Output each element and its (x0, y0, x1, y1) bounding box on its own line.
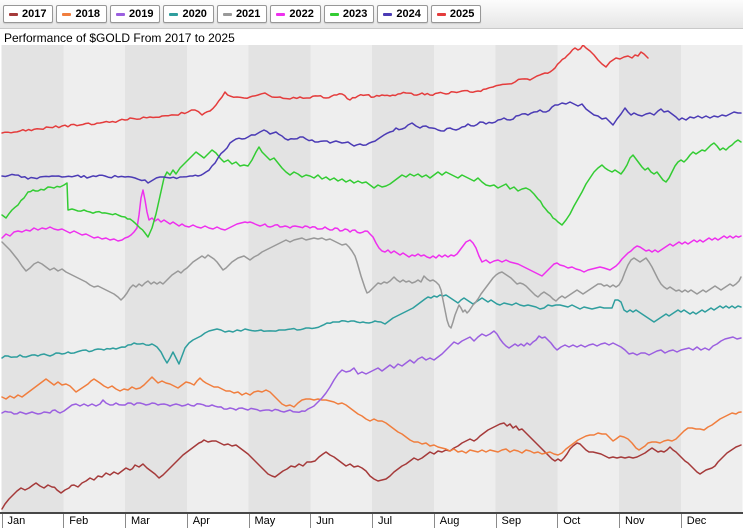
month-label-jun: Jun (316, 515, 334, 527)
legend-year-button-2025[interactable]: 2025 (430, 5, 482, 23)
legend-color-dash-icon (436, 12, 446, 16)
month-band-mar (125, 45, 187, 512)
legend-year-button-2020[interactable]: 2020 (163, 5, 214, 23)
month-band-jul (372, 45, 434, 512)
month-label-feb: Feb (69, 515, 89, 527)
month-tick (63, 514, 65, 528)
legend-color-dash-icon (115, 12, 125, 16)
series-line-2024 (1, 101, 742, 184)
legend-year-button-2024[interactable]: 2024 (377, 5, 428, 23)
series-line-2018 (1, 376, 742, 456)
month-band-jun (310, 45, 372, 512)
legend-year-label: 2022 (289, 8, 314, 20)
month-band-nov (619, 45, 681, 512)
series-line-2017 (1, 422, 742, 510)
legend-toolbar: 2017 2018 2019 2020 2021 2022 2023 2024 2025 (0, 0, 743, 29)
legend-color-dash-icon (383, 12, 393, 16)
legend-year-button-2022[interactable]: 2022 (270, 5, 321, 23)
series-line-2025 (1, 45, 649, 134)
month-tick (680, 514, 682, 528)
legend-color-dash-icon (169, 12, 179, 16)
month-label-dec: Dec (686, 515, 707, 527)
legend-year-label: 2023 (342, 8, 368, 20)
chart-title: Performance of $GOLD From 2017 to 2025 (0, 29, 743, 45)
month-band-apr (186, 45, 249, 512)
month-band-dec (680, 45, 743, 512)
month-label-nov: Nov (625, 515, 645, 527)
legend-year-button-2017[interactable]: 2017 (3, 5, 54, 23)
legend-color-dash-icon (276, 12, 286, 16)
month-tick (619, 514, 620, 528)
month-tick (372, 514, 373, 528)
month-label-aug: Aug (439, 515, 460, 527)
legend-year-button-2018[interactable]: 2018 (56, 5, 107, 23)
series-line-2023 (1, 139, 742, 238)
month-band-feb (63, 45, 125, 512)
legend-year-label: 2024 (396, 8, 421, 20)
legend-year-button-2023[interactable]: 2023 (323, 5, 375, 23)
legend-year-label: 2017 (22, 8, 47, 20)
legend-year-label: 2018 (75, 8, 100, 20)
legend-year-button-2021[interactable]: 2021 (216, 5, 268, 23)
legend-color-dash-icon (62, 12, 72, 16)
series-line-2020 (1, 294, 742, 365)
legend-color-dash-icon (329, 12, 339, 16)
month-label-mar: Mar (131, 515, 150, 527)
legend-color-dash-icon (222, 12, 232, 16)
month-label-may: May (254, 515, 276, 527)
month-band-oct (557, 45, 619, 512)
month-tick (248, 514, 250, 528)
performance-chart (1, 45, 743, 512)
legend-year-label: 2025 (449, 8, 475, 20)
month-label-sep: Sep (501, 515, 522, 527)
chart-plot-area (0, 45, 743, 512)
month-label-jan: Jan (7, 515, 26, 527)
month-tick (1, 514, 3, 528)
month-label-oct: Oct (563, 515, 581, 527)
legend-year-label: 2020 (182, 8, 207, 20)
month-label-apr: Apr (192, 515, 210, 527)
month-tick (310, 514, 312, 528)
month-band-may (248, 45, 311, 512)
month-tick (125, 514, 126, 528)
month-label-jul: Jul (378, 515, 393, 527)
legend-color-dash-icon (9, 12, 18, 16)
series-line-2022 (1, 189, 742, 277)
legend-year-button-2019[interactable]: 2019 (109, 5, 161, 23)
legend-year-label: 2021 (235, 8, 261, 20)
series-line-2019 (1, 330, 742, 415)
legend-year-label: 2019 (128, 8, 154, 20)
month-band-jan (1, 45, 64, 512)
month-tick (186, 514, 188, 528)
series-line-2021 (1, 237, 742, 329)
month-tick (557, 514, 559, 528)
x-axis: Jan Feb Mar Apr May Jun Jul Aug Sep Oct Nov Dec (0, 512, 743, 528)
month-tick (495, 514, 497, 528)
month-tick (433, 514, 435, 528)
